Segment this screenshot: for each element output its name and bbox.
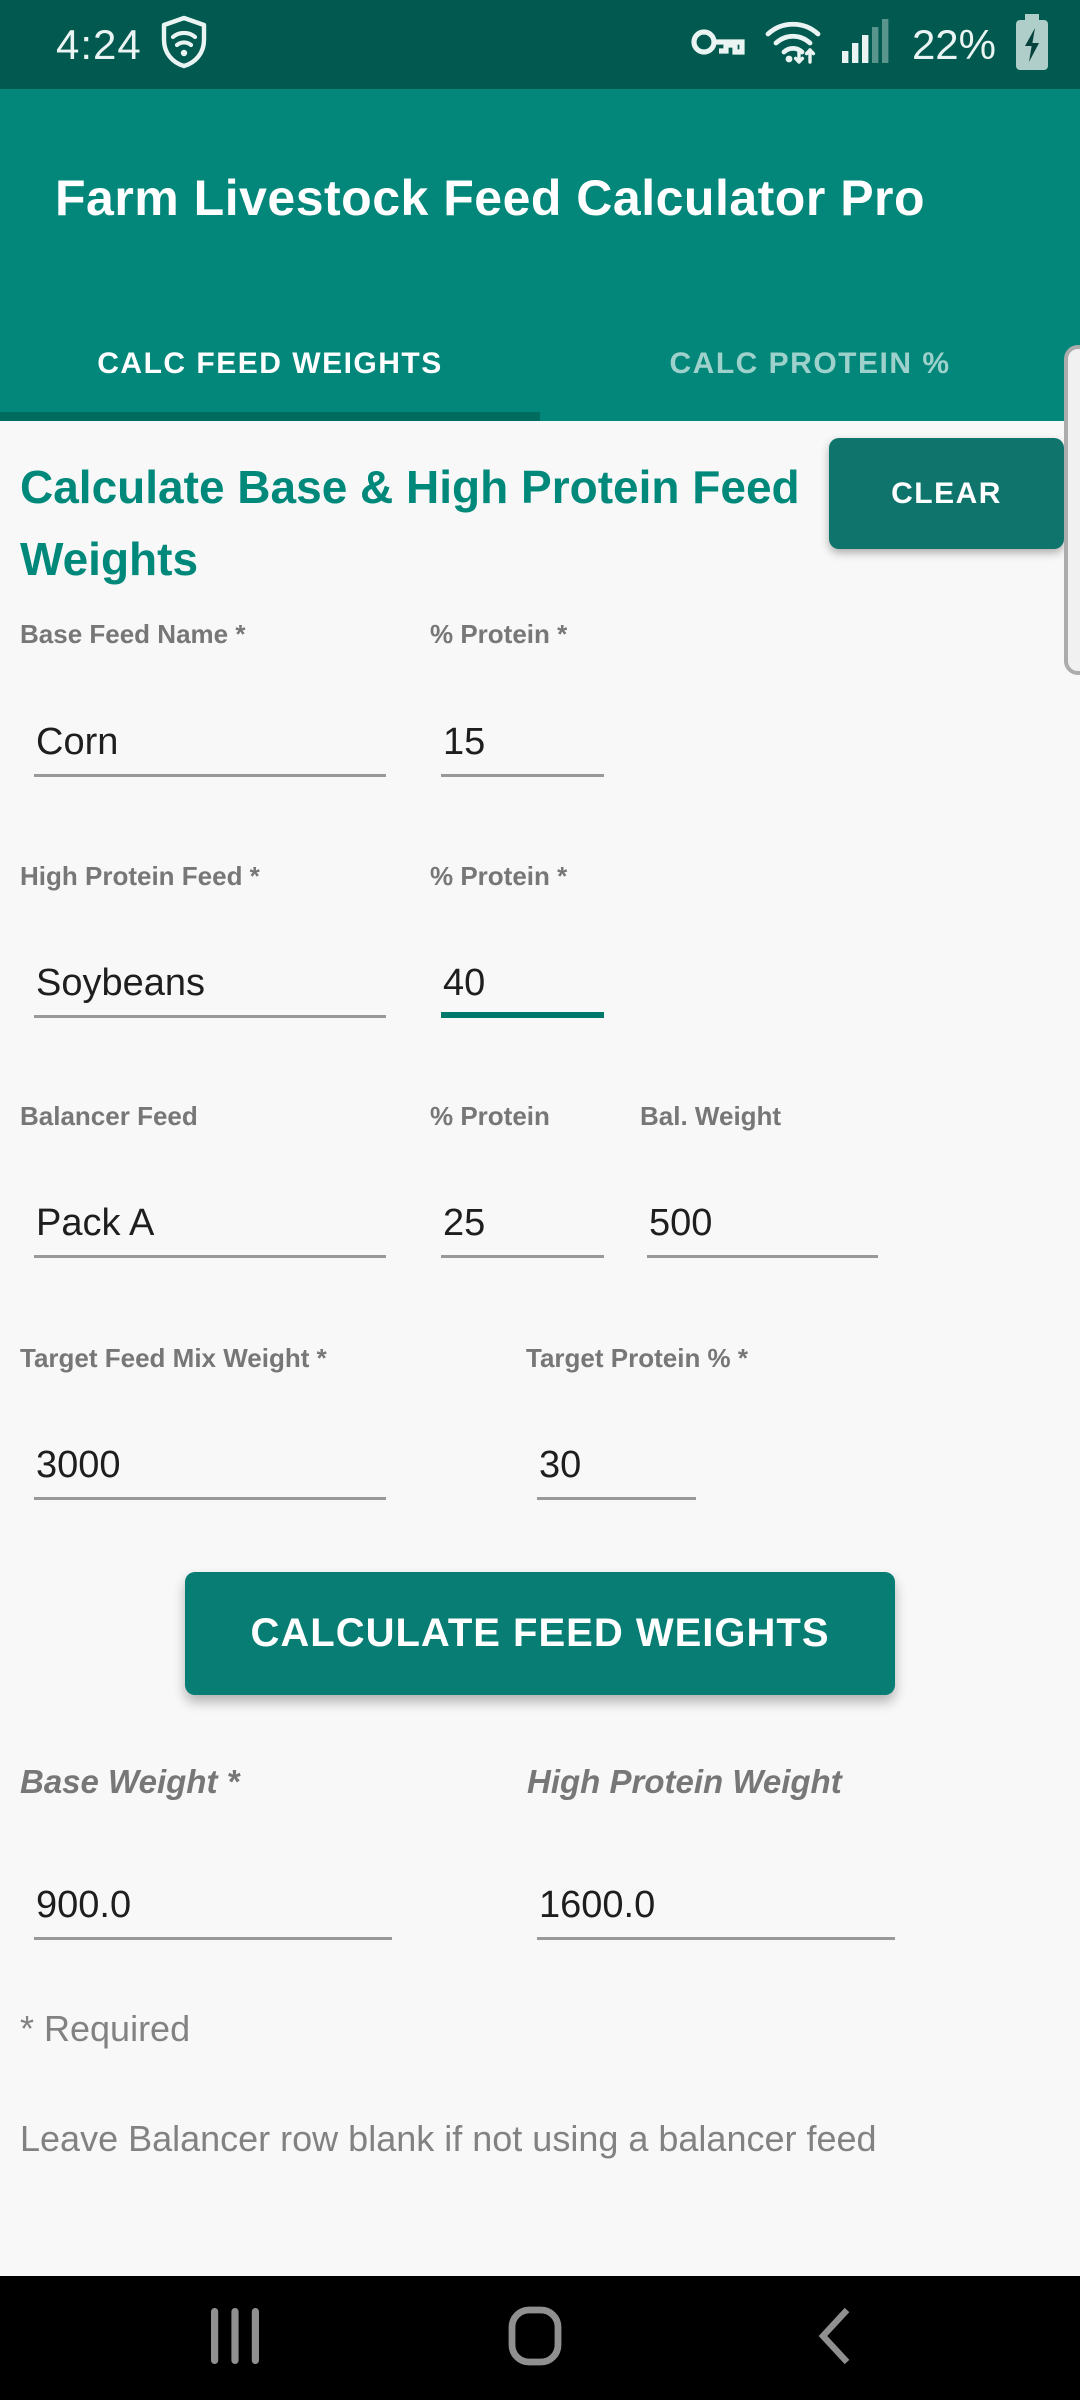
clear-button[interactable]: CLEAR	[829, 438, 1064, 549]
balancer-protein-input[interactable]: 25	[441, 1183, 604, 1258]
home-icon	[508, 2306, 562, 2371]
scrollbar-thumb[interactable]	[1064, 345, 1080, 675]
base-weight-result-label: Base Weight *	[20, 1763, 240, 1800]
active-tab-indicator	[0, 412, 540, 421]
target-protein-label: Target Protein % *	[526, 1343, 749, 1373]
battery-percent-text: 22%	[911, 20, 996, 68]
form-page: Calculate Base & High Protein Feed Weigh…	[0, 421, 1080, 2276]
base-feed-name-input[interactable]: Corn	[34, 702, 386, 777]
status-bar-right: 22%	[688, 12, 1052, 77]
balancer-weight-input[interactable]: 500	[647, 1183, 878, 1258]
home-button[interactable]	[460, 2276, 610, 2400]
battery-charging-icon	[1012, 12, 1052, 77]
hp-weight-result-field[interactable]: 1600.0	[537, 1865, 895, 1940]
status-bar-left: 4:24	[56, 14, 210, 75]
hp-protein-label: % Protein *	[430, 861, 568, 891]
balancer-footnote: Leave Balancer row blank if not using a …	[20, 2118, 877, 2159]
base-weight-result-field[interactable]: 900.0	[34, 1865, 392, 1940]
tab-bar: CALC FEED WEIGHTS CALC PROTEIN %	[0, 306, 1080, 421]
app-title: Farm Livestock Feed Calculator Pro	[55, 169, 926, 226]
section-heading: Calculate Base & High Protein Feed Weigh…	[20, 461, 800, 585]
base-protein-input[interactable]: 15	[441, 702, 604, 777]
back-button[interactable]	[760, 2276, 910, 2400]
hp-protein-input[interactable]: 40	[441, 943, 604, 1018]
app-bar: Farm Livestock Feed Calculator Pro CALC …	[0, 89, 1080, 421]
base-feed-name-label: Base Feed Name *	[20, 619, 246, 649]
wifi-icon	[762, 16, 824, 73]
target-weight-input[interactable]: 3000	[34, 1425, 386, 1500]
base-protein-label: % Protein *	[430, 619, 568, 649]
secure-wifi-shield-icon	[158, 14, 210, 75]
signal-strength-icon	[840, 17, 896, 72]
status-bar: 4:24	[0, 0, 1080, 89]
balancer-feed-label: Balancer Feed	[20, 1101, 198, 1131]
required-footnote: * Required	[20, 2008, 191, 2049]
balancer-weight-label: Bal. Weight	[640, 1101, 782, 1131]
hp-feed-name-label: High Protein Feed *	[20, 861, 260, 891]
tab-calc-feed-weights[interactable]: CALC FEED WEIGHTS	[97, 346, 443, 380]
navigation-bar	[0, 2276, 1080, 2400]
clock-text: 4:24	[56, 20, 142, 68]
target-protein-input[interactable]: 30	[537, 1425, 696, 1500]
balancer-protein-label: % Protein	[430, 1101, 550, 1131]
recents-button[interactable]	[160, 2276, 310, 2400]
hp-feed-name-input[interactable]: Soybeans	[34, 943, 386, 1018]
back-icon	[815, 2306, 855, 2371]
target-weight-label: Target Feed Mix Weight *	[20, 1343, 327, 1373]
tab-calc-protein-percent[interactable]: CALC PROTEIN %	[669, 346, 951, 380]
vpn-key-icon	[688, 20, 746, 69]
hp-weight-result-label: High Protein Weight	[527, 1763, 842, 1800]
balancer-feed-input[interactable]: Pack A	[34, 1183, 386, 1258]
recents-icon	[207, 2306, 263, 2371]
calculate-feed-weights-button[interactable]: CALCULATE FEED WEIGHTS	[185, 1572, 895, 1695]
